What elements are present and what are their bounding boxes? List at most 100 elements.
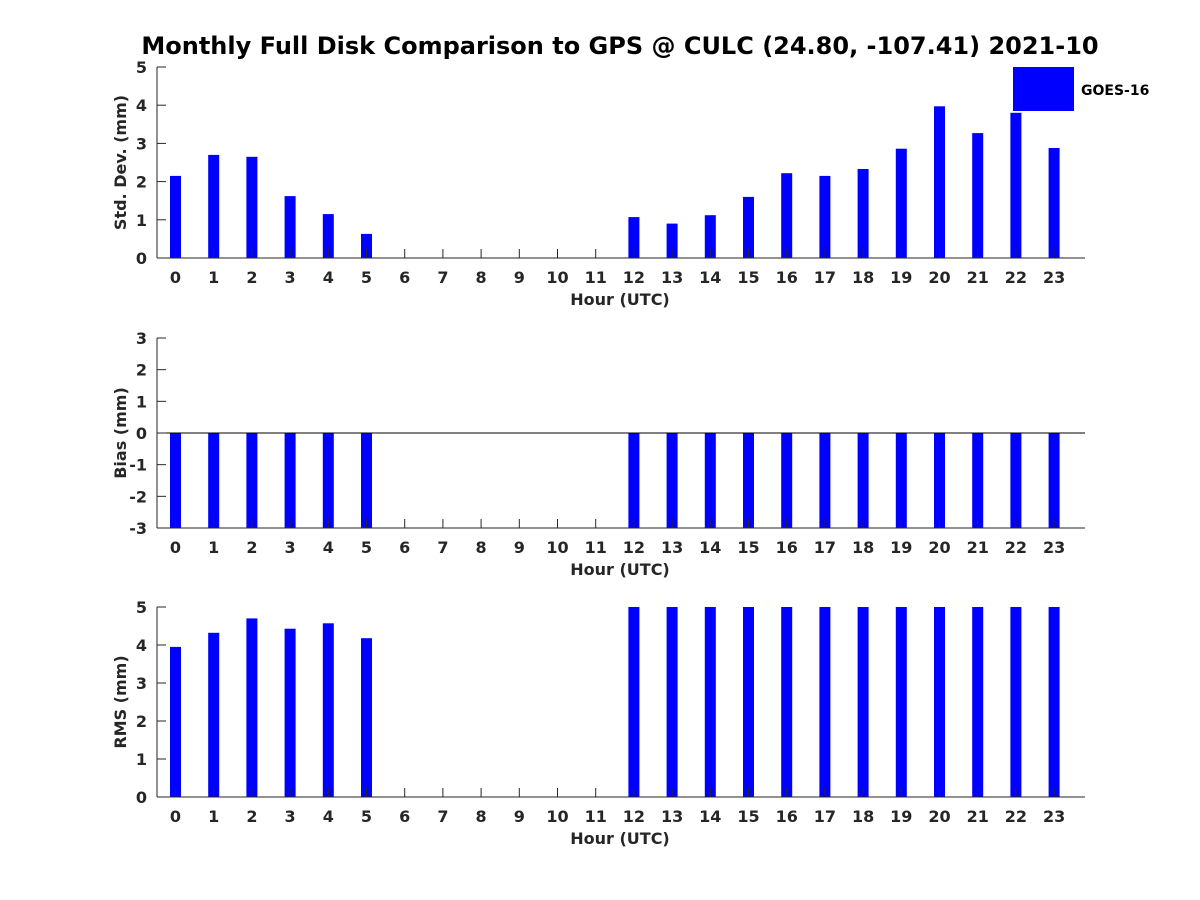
y-tick-label: 3: [136, 674, 147, 693]
x-tick-label: 22: [1005, 807, 1027, 826]
x-tick-label: 13: [661, 268, 683, 287]
y-axis-label: Std. Dev. (mm): [111, 95, 130, 230]
x-tick-label: 21: [967, 807, 989, 826]
x-tick-label: 14: [699, 268, 721, 287]
subplot-2: 0 1 2 3 4 5 6 7 8 9 10 11 12 13 14 15 16 17 18 19 20 21 22 23-3…: [111, 329, 1085, 579]
x-tick-label: 0: [170, 538, 181, 557]
y-tick-label: 4: [136, 636, 147, 655]
bar-hour-12: [628, 217, 640, 258]
x-tick-label: 21: [967, 268, 989, 287]
bar-hour-5: [361, 433, 372, 528]
x-tick-label: 12: [623, 807, 645, 826]
y-tick-label: 3: [136, 329, 147, 348]
x-axis-label: Hour (UTC): [570, 829, 670, 848]
y-axis-label: RMS (mm): [111, 655, 130, 748]
bar-hour-15: [743, 196, 754, 258]
y-tick-label: 0: [136, 788, 147, 807]
x-tick-label: 5: [361, 807, 372, 826]
x-tick-label: 15: [737, 807, 759, 826]
x-tick-label: 8: [476, 807, 487, 826]
bar-hour-23: [1048, 148, 1060, 258]
x-tick-label: 19: [890, 538, 912, 557]
legend-label: GOES-16: [1081, 83, 1149, 99]
bar-hour-5: [361, 638, 372, 797]
x-tick-label: 21: [967, 538, 989, 557]
x-tick-label: 23: [1043, 538, 1065, 557]
x-tick-label: 5: [361, 268, 372, 287]
x-tick-label: 4: [323, 807, 334, 826]
x-tick-label: 4: [323, 538, 334, 557]
x-tick-label: 18: [852, 807, 874, 826]
x-tick-label: 9: [514, 268, 525, 287]
bar-hour-12: [628, 607, 640, 797]
bar-hour-16: [781, 433, 793, 528]
bar-hour-17: [819, 175, 831, 258]
x-tick-label: 17: [814, 538, 836, 557]
bar-hour-22: [1010, 433, 1022, 528]
bar-hour-12: [628, 433, 640, 528]
x-tick-label: 7: [437, 807, 448, 826]
x-tick-label: 1: [208, 538, 219, 557]
x-tick-label: 23: [1043, 807, 1065, 826]
bar-hour-1: [208, 154, 220, 258]
x-tick-label: 20: [928, 807, 950, 826]
bar-hour-0: [170, 646, 181, 797]
bar-hour-2: [246, 433, 258, 528]
bar-hour-16: [781, 173, 793, 258]
x-tick-label: 16: [776, 268, 798, 287]
x-tick-label: 1: [208, 807, 219, 826]
x-tick-label: 9: [514, 538, 525, 557]
y-axis-label: Bias (mm): [111, 387, 130, 479]
x-tick-label: 0: [170, 268, 181, 287]
bar-hour-22: [1010, 112, 1022, 258]
bar-hour-4: [322, 623, 334, 797]
y-tick-label: 1: [136, 392, 147, 411]
x-tick-label: 8: [476, 268, 487, 287]
bar-hour-21: [972, 133, 984, 258]
bar-hour-0: [170, 433, 181, 528]
bar-hour-17: [819, 433, 831, 528]
x-tick-label: 2: [246, 538, 257, 557]
bar-hour-4: [322, 433, 334, 528]
x-tick-label: 20: [928, 538, 950, 557]
x-tick-label: 3: [285, 807, 296, 826]
bar-hour-3: [284, 433, 296, 528]
bar-hour-4: [322, 214, 334, 258]
x-axis-label: Hour (UTC): [570, 560, 670, 579]
subplot-1: 0 1 2 3 4 5 6 7 8 9 10 11 12 13 14 15 16 17 18 19 20 21 22 2301…: [111, 58, 1085, 309]
x-tick-label: 11: [585, 538, 607, 557]
x-tick-label: 17: [814, 807, 836, 826]
bar-hour-14: [704, 607, 716, 797]
x-tick-label: 19: [890, 268, 912, 287]
y-tick-label: 4: [136, 96, 147, 115]
bar-hour-20: [934, 106, 945, 258]
x-tick-label: 18: [852, 268, 874, 287]
x-tick-label: 12: [623, 538, 645, 557]
x-tick-label: 10: [546, 807, 568, 826]
x-tick-label: 22: [1005, 538, 1027, 557]
subplots: 0 1 2 3 4 5 6 7 8 9 10 11 12 13 14 15 16 17 18 19 20 21 22 2301…: [111, 58, 1085, 848]
x-tick-label: 14: [699, 807, 721, 826]
legend: GOES-16: [1013, 67, 1149, 111]
bar-hour-14: [704, 433, 716, 528]
bar-hour-13: [666, 223, 678, 258]
bar-hour-17: [819, 607, 831, 797]
x-tick-label: 19: [890, 807, 912, 826]
x-tick-label: 13: [661, 538, 683, 557]
bar-hour-0: [170, 175, 181, 258]
x-tick-label: 11: [585, 268, 607, 287]
x-tick-label: 15: [737, 268, 759, 287]
bar-hour-23: [1048, 607, 1060, 797]
chart-title: Monthly Full Disk Comparison to GPS @ CU…: [141, 32, 1098, 60]
bar-hour-15: [743, 433, 754, 528]
bar-hour-19: [895, 607, 907, 797]
x-tick-label: 13: [661, 807, 683, 826]
x-tick-label: 8: [476, 538, 487, 557]
y-tick-label: -1: [129, 456, 147, 475]
x-tick-label: 20: [928, 268, 950, 287]
x-tick-label: 16: [776, 807, 798, 826]
x-tick-label: 16: [776, 538, 798, 557]
y-tick-label: 0: [136, 249, 147, 268]
